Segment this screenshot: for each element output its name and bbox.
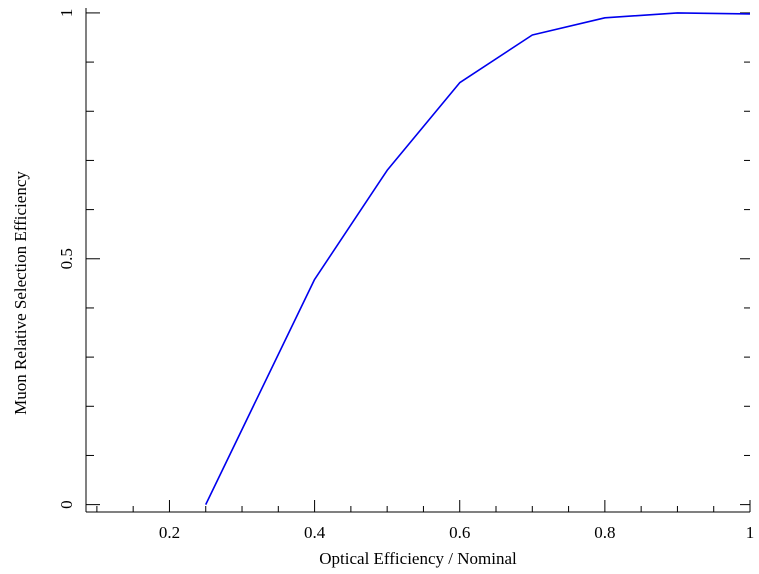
series-group [204, 12, 751, 505]
y-tick-label: 0 [57, 500, 76, 509]
y-tick-label: 1 [57, 9, 76, 17]
series-line [204, 12, 751, 505]
x-tick-label: 1 [746, 523, 755, 542]
x-tick-label: 0.4 [304, 523, 326, 542]
x-axis-label: Optical Efficiency / Nominal [319, 549, 517, 568]
y-axis-label: Muon Relative Selection Efficiency [11, 171, 30, 415]
x-tick-label: 0.8 [594, 523, 615, 542]
tick-labels: 0.2 0.4 0.6 0.8 1 0 0.5 1 [57, 9, 754, 542]
x-tick-label: 0.6 [449, 523, 470, 542]
axis-ticks [86, 12, 751, 512]
x-tick-label: 0.2 [159, 523, 180, 542]
y-tick-label: 0.5 [57, 248, 76, 269]
plot-frame [85, 8, 750, 513]
